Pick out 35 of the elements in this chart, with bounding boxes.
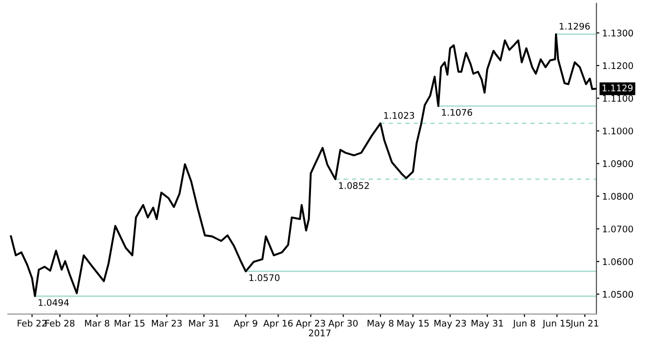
ref-line-label: 1.1296: [560, 22, 590, 30]
y-tick-label: 1.1000: [602, 128, 633, 134]
y-tick-label: 1.1300: [602, 30, 633, 36]
y-tick-label: 1.0900: [602, 160, 633, 168]
x-tick-label: May 15: [397, 320, 429, 328]
x-tick-label: Jun 15: [542, 320, 570, 328]
x-tick-label: Jun 21: [570, 320, 598, 328]
y-tick-label: 1.0500: [602, 290, 633, 298]
x-tick-label: Feb 28: [46, 320, 74, 327]
ref-line-label: 1.0494: [38, 299, 69, 306]
x-tick-label: May 23: [434, 320, 466, 328]
x-tick-label: Mar 15: [114, 320, 144, 327]
ref-line-label: 1.0852: [339, 182, 369, 189]
x-tick-label: Jun 8: [512, 320, 536, 328]
x-tick-label: Apr 23: [296, 320, 326, 328]
x-tick-label: Mar 31: [189, 320, 219, 327]
x-tick-label: May 8: [368, 320, 394, 328]
annotation: 1.1129: [602, 84, 633, 92]
text: 2017: [308, 330, 331, 336]
y-tick-label: 1.0700: [602, 226, 633, 232]
y-tick-label: 1.0600: [602, 258, 633, 266]
y-tick-label: 1.1200: [602, 62, 633, 70]
ref-line-label: 1.1023: [384, 112, 414, 119]
y-tick-label: 1.1100: [602, 94, 633, 102]
x-tick-label: Mar 23: [152, 320, 182, 327]
x-tick-label: Apr 9: [234, 320, 258, 328]
x-tick-label: Mar 8: [85, 320, 110, 327]
line-series: [10, 33, 596, 298]
ref-line-label: 1.0570: [249, 274, 280, 282]
x-tick-label: Feb 22: [18, 320, 46, 327]
x-tick-label: May 31: [472, 320, 503, 328]
x-tick-label: Apr 30: [328, 320, 358, 328]
ref-line-label: 1.1076: [442, 108, 472, 116]
y-tick-label: 1.0800: [602, 192, 633, 200]
x-tick-label: Apr 16: [263, 320, 293, 328]
